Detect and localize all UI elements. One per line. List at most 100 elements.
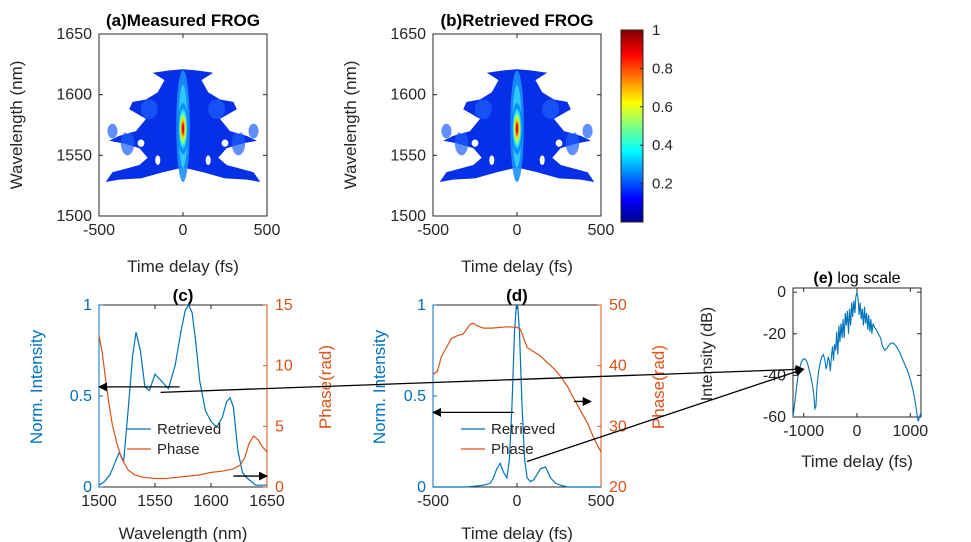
y-tick-label: 0 [417,479,426,496]
panel-c-legend: Retrieved Phase [127,421,221,458]
y-tick-label: 1 [417,297,426,314]
frog-side-lobe [454,131,469,156]
frog-gap [155,155,161,166]
y-right-tick-label: 15 [275,297,293,314]
y-tick-label: 1650 [56,26,92,43]
frog-side-lobe [120,131,135,156]
frog-side-lobe [141,99,158,119]
panel-a-xlabel: Time delay (fs) [127,257,239,276]
x-tick-label: 1500 [81,493,117,510]
legend-label: Phase [491,441,534,458]
panel-a-title: (a)Measured FROG [106,11,260,30]
panel-a: (a)Measured FROG -500 0 500 1500 1550 1600 165… [7,11,280,276]
x-tick-label: -500 [417,222,449,239]
colorbar-tick-label: 1 [652,22,660,39]
panel-c-ylabel-left: Norm. Intensity [27,329,46,444]
y-tick-label: -40 [763,367,786,384]
panel-a-axes: -500 0 500 1500 1550 1600 1650 [56,26,280,239]
x-tick-label: 0 [853,423,862,440]
y-right-tick-label: 20 [609,479,627,496]
y-tick-label: 0 [777,284,786,301]
panel-d-frame [432,304,602,488]
panel-b-xlabel: Time delay (fs) [461,257,573,276]
y-tick-label: 1650 [390,26,426,43]
panel-e-xlabel: Time delay (fs) [801,452,913,471]
y-tick-label: 1600 [56,87,92,104]
x-tick-label: 500 [588,222,615,239]
frog-gap [123,123,132,134]
frog-side-lobe [231,131,246,156]
panel-b-heatmap [439,69,595,183]
y-tick-label: 1600 [390,87,426,104]
panel-e-axes: -1000 0 1000 -60 -40 -20 0 [763,284,928,440]
x-tick-label: -1000 [783,423,824,440]
panel-b-title: (b)Retrieved FROG [440,11,593,30]
frog-peak [177,101,189,156]
connector-arrow [160,364,805,394]
panel-e-frame [792,287,922,418]
y-right-tick-label: 5 [275,418,284,435]
colorbar-tick-label: 0.6 [652,99,673,116]
panel-d-ylabel-right: Phase(rad) [649,345,668,429]
frog-peak [511,101,523,156]
y-right-tick-label: 10 [275,358,293,375]
panel-e: (e) log scale -1000 0 1000 -60 -40 -20 0 Time … [699,270,928,471]
panel-b-axes: -500 0 500 1500 1550 1600 1650 [390,26,614,239]
panel-e-ylabel: Intensity (dB) [699,307,716,401]
panel-e-lines [792,292,922,422]
frog-gap [221,139,229,147]
series-line-intensity [792,292,922,422]
frog-gap [471,91,479,99]
y-right-tick-label: 0 [275,479,284,496]
y-tick-label: 1550 [56,147,92,164]
frog-side-lobe [208,99,226,119]
legend-label: Phase [157,441,200,458]
colorbar: 0.2 0.4 0.6 0.8 1 [620,22,673,223]
connector-arrow [526,367,805,463]
panel-d-xlabel: Time delay (fs) [461,524,573,542]
y-right-tick-label: 40 [609,358,627,375]
frog-gap [137,139,145,147]
y-right-tick-label: 30 [609,418,627,435]
colorbar-gradient [620,29,644,223]
frog-side-lobe [475,99,492,119]
x-tick-label: 500 [254,222,281,239]
frog-gap [205,155,211,166]
colorbar-tick-label: 0.4 [652,137,673,154]
x-tick-label: 1000 [893,423,929,440]
y-tick-label: 0 [83,479,92,496]
panel-e-title: (e) log scale [813,270,900,287]
x-tick-label: 0 [179,222,188,239]
panel-a-ylabel: Wavelength (nm) [7,61,26,190]
series-line-phase [432,322,602,453]
x-tick-label: 1650 [249,493,285,510]
legend-label: Retrieved [157,421,221,438]
series-line-retrieved [433,303,601,488]
y-right-tick-label: 50 [609,297,627,314]
panel-e-title-bold: (e) [813,270,833,287]
panel-c-xlabel: Wavelength (nm) [119,524,248,542]
x-tick-label: -500 [417,493,449,510]
frog-gap [234,123,243,134]
series-line-retrieved [98,303,267,486]
panel-d-ylabel-left: Norm. Intensity [370,329,389,444]
panel-a-heatmap [105,69,261,183]
y-tick-label: 0.5 [70,388,92,405]
legend-label: Retrieved [491,421,555,438]
frog-side-lobe [107,123,118,139]
y-tick-label: 1500 [390,208,426,225]
series-line-phase [98,335,268,480]
connector-arrows [160,364,805,463]
frog-side-lobe [248,123,259,139]
frog-gap [568,123,577,134]
x-tick-label: 1550 [137,493,173,510]
y-tick-label: 1550 [390,147,426,164]
x-tick-label: 500 [588,493,615,510]
panel-c-title: (c) [173,286,194,305]
panel-d-title: (d) [506,286,528,305]
